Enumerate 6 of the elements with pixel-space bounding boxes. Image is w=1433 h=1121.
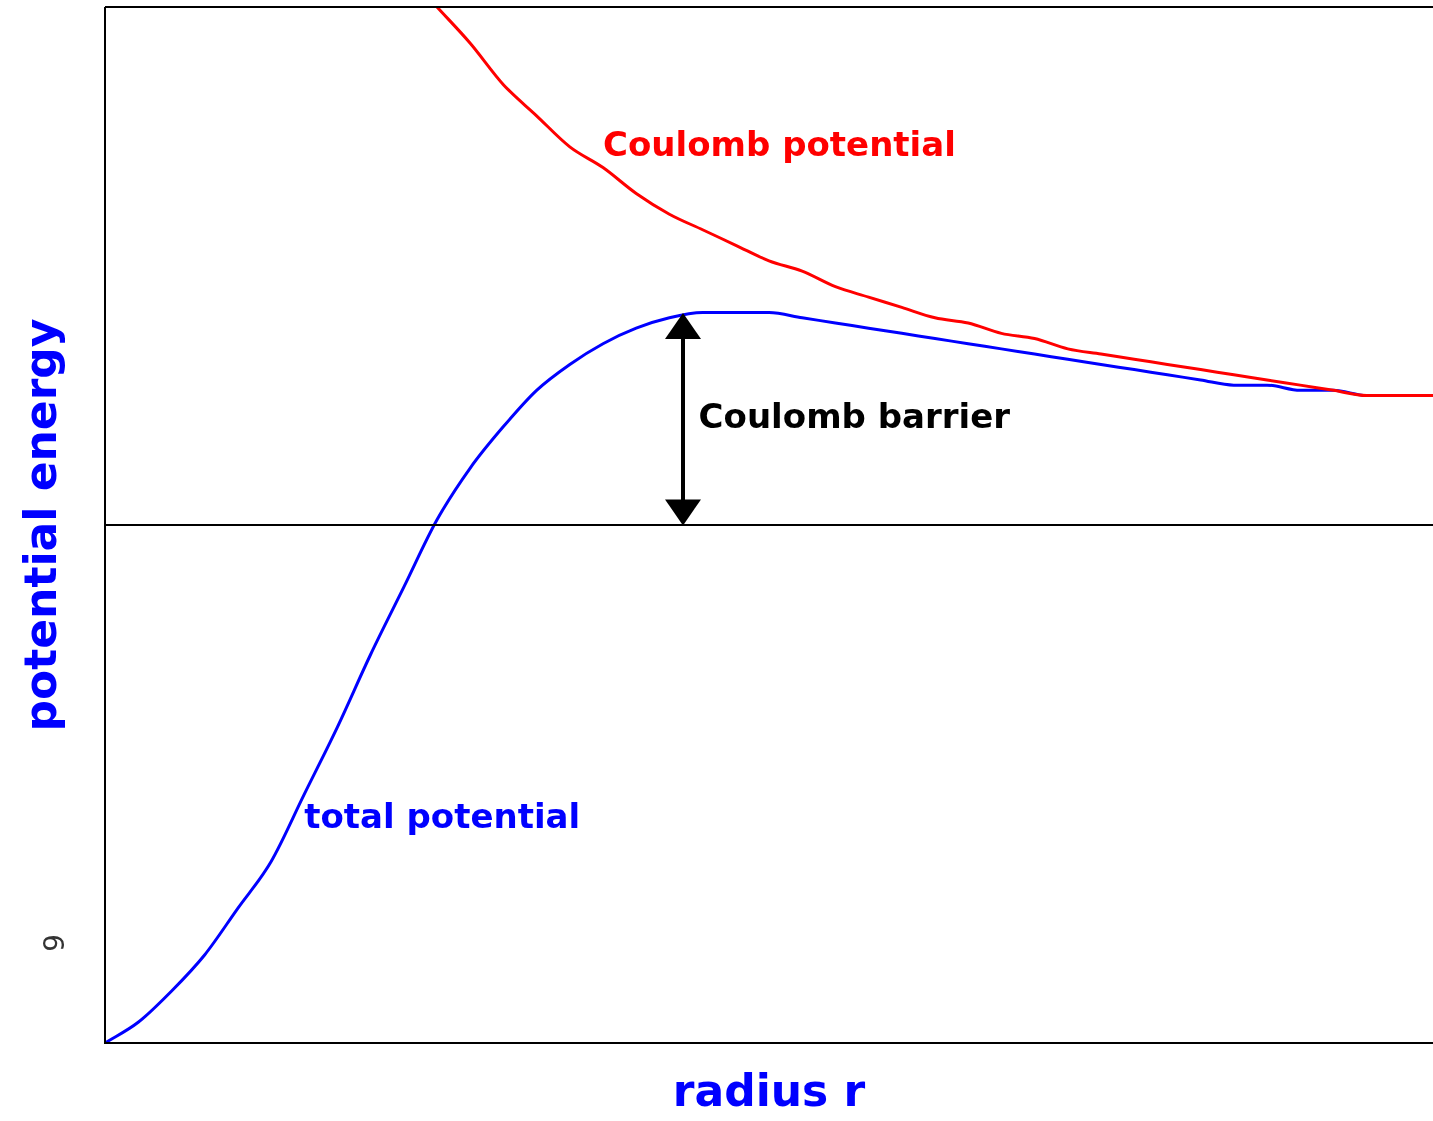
x-axis-title: radius r bbox=[672, 1065, 866, 1117]
text: 6 bbox=[35, 934, 69, 952]
y-axis-title: potential energy bbox=[15, 318, 67, 732]
annotation: Coulomb barrier bbox=[698, 395, 1011, 436]
series-label: Coulomb potential bbox=[603, 124, 956, 165]
series-label: total potential bbox=[304, 796, 581, 837]
